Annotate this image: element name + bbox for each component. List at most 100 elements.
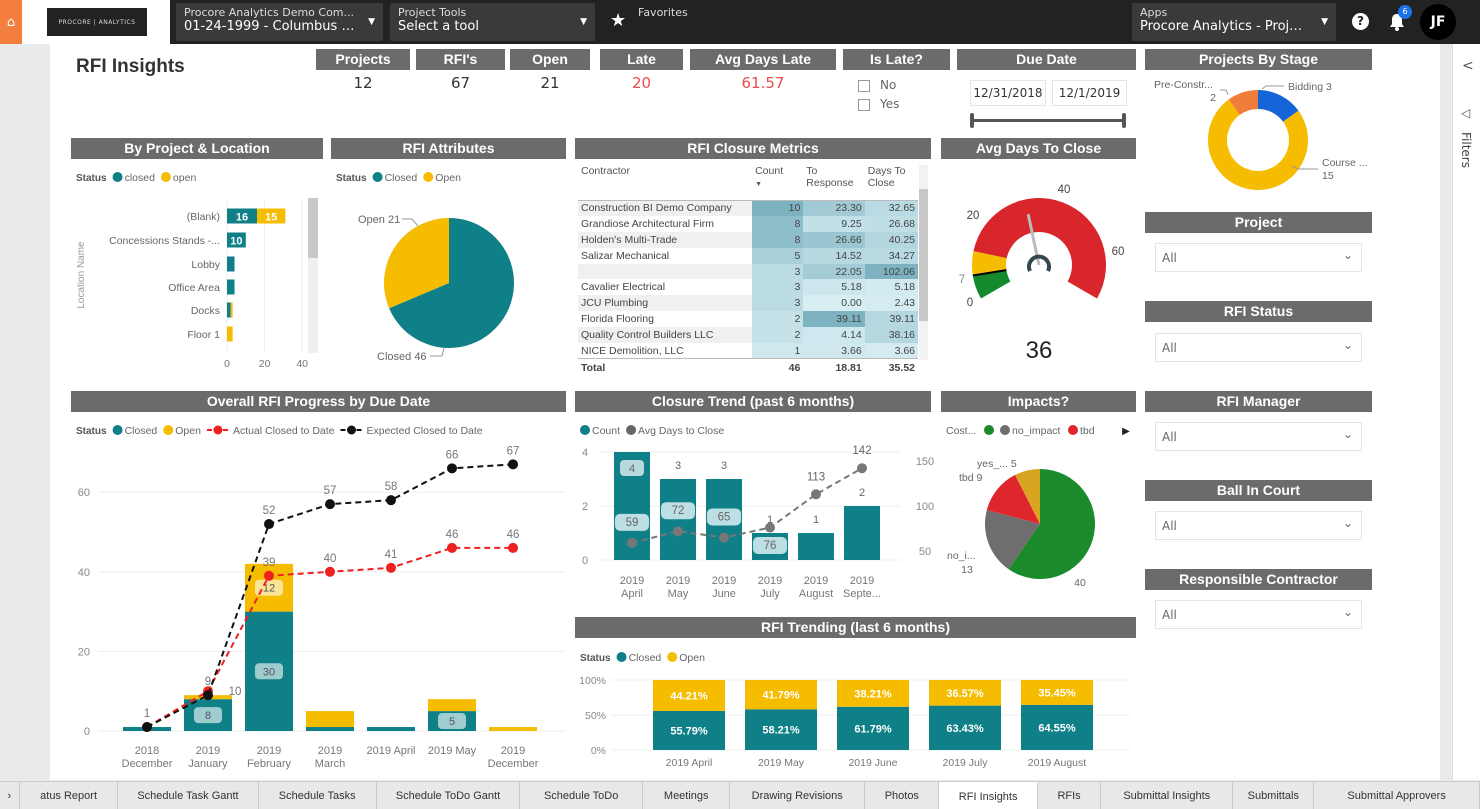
unit: % <box>1066 687 1076 699</box>
slicer-value: All <box>1162 608 1177 622</box>
tab-meetings[interactable]: Meetings <box>643 782 731 809</box>
column-header[interactable]: Count ▼ <box>752 162 804 201</box>
table-cell: 3 <box>752 295 804 312</box>
table-cell: Florida Flooring <box>581 313 654 326</box>
tab-schedule-tasks[interactable]: Schedule Tasks <box>259 782 377 809</box>
company-project-dropdown[interactable]: Procore Analytics Demo Com... 01-24-1999… <box>176 3 383 41</box>
date-slider-end-handle[interactable] <box>1122 113 1126 128</box>
tab-submittal-insights[interactable]: Submittal Insights <box>1101 782 1234 809</box>
rfi-manager-slicer-dropdown[interactable]: All ⌄ <box>1155 422 1362 451</box>
label-name: Bidding <box>1288 81 1323 93</box>
table-cell: NICE Demolition, LLC <box>581 344 684 357</box>
collapse-pane-icon[interactable]: < <box>1462 58 1474 74</box>
tab-rfi-insights[interactable]: RFI Insights <box>939 782 1038 809</box>
tab-schedule-todo[interactable]: Schedule ToDo <box>520 782 644 809</box>
y-tick-label: 50% <box>585 710 606 722</box>
tab-scroll-left[interactable]: › <box>0 782 20 809</box>
table-row[interactable]: Salizar Mechanical 5 14.52 34.27 <box>578 247 918 264</box>
table-row[interactable]: JCU Plumbing 3 0.00 2.43 <box>578 295 918 312</box>
tab-photos[interactable]: Photos <box>865 782 940 809</box>
filters-pane[interactable]: < ◁ Filters <box>1452 44 1480 780</box>
tab-submittal-approvers[interactable]: Submittal Approvers <box>1314 782 1480 809</box>
bar-data-label: 38.21% <box>854 688 892 700</box>
table-cell: 2 <box>752 311 804 328</box>
tab-rfis[interactable]: RFIs <box>1038 782 1102 809</box>
column-header[interactable]: Contractor <box>578 162 753 201</box>
y2-tick-label: 100 <box>916 501 934 513</box>
tab-schedule-task-gantt[interactable]: Schedule Task Gantt <box>118 782 259 809</box>
tab-drawing-revisions[interactable]: Drawing Revisions <box>730 782 866 809</box>
is-late-no-checkbox[interactable]: No <box>858 78 896 92</box>
data-label-bg <box>438 713 466 730</box>
slicer-value: All <box>1162 251 1177 265</box>
bar-data-label: 36.57% <box>946 688 984 700</box>
slicer-value: All <box>1162 519 1177 533</box>
favorites-link[interactable]: Favorites <box>638 6 688 19</box>
table-cell: 8 <box>752 215 804 232</box>
table-cell: 23.30 <box>803 200 865 216</box>
bar-segment <box>227 279 235 295</box>
help-icon[interactable]: ? <box>1352 13 1369 30</box>
y2-tick-label: 50 <box>919 546 931 558</box>
table-row[interactable]: NICE Demolition, LLC 1 3.66 3.66 <box>578 343 918 359</box>
sort-desc-icon: ▼ <box>755 181 763 188</box>
chevron-down-icon: ⌄ <box>1342 605 1353 619</box>
unit: % <box>1066 722 1076 734</box>
tab-submittals[interactable]: Submittals <box>1233 782 1315 809</box>
project-slicer-dropdown[interactable]: All ⌄ <box>1155 243 1362 272</box>
date-range-slider-track[interactable] <box>972 119 1124 122</box>
table-row[interactable]: Construction BI Demo Company 10 23.30 32.65 <box>578 200 918 216</box>
legend-marker <box>1000 425 1010 435</box>
checkbox-icon <box>858 79 870 92</box>
pie-data-label: 13 <box>961 564 973 576</box>
rfi-status-slicer-dropdown[interactable]: All ⌄ <box>1155 333 1362 362</box>
x-tick-label: December <box>122 758 173 770</box>
is-late-yes-checkbox[interactable]: Yes <box>858 97 899 111</box>
kpi-avg-days-late-value: 61.57 <box>741 74 785 92</box>
star-icon[interactable]: ★ <box>610 10 627 31</box>
y2-tick-label: 150 <box>916 456 934 468</box>
kpi-open-value: 21 <box>540 74 560 92</box>
data-label-bg <box>194 707 222 724</box>
table-cell: 34.27 <box>864 247 918 264</box>
date-slider-start-handle[interactable] <box>970 113 974 128</box>
closure-metrics-title: RFI Closure Metrics <box>575 138 931 159</box>
legend-marker <box>626 425 637 435</box>
scrollbar-thumb[interactable] <box>919 189 928 321</box>
project-tools-dropdown[interactable]: Project Tools Select a tool ▼ <box>390 3 595 41</box>
line-point <box>325 499 335 510</box>
column-header[interactable]: Days To Close <box>864 162 918 201</box>
legend-marker <box>347 425 356 435</box>
value: 35.45 <box>1038 687 1066 699</box>
legend-label: Closed <box>629 652 662 664</box>
ball-in-court-slicer-dropdown[interactable]: All ⌄ <box>1155 511 1362 540</box>
value: 44.21 <box>670 690 698 702</box>
x-tick-label: 2019 <box>758 575 782 587</box>
apps-dropdown[interactable]: Apps Procore Analytics - Projec... ▼ <box>1132 3 1336 41</box>
table-row[interactable]: Holden's Multi-Trade 8 26.66 40.25 <box>578 231 918 248</box>
tab-atus-report[interactable]: atus Report <box>20 782 119 809</box>
column-header[interactable]: To Response <box>803 162 865 201</box>
table-row[interactable]: 3 22.05 102.06 <box>578 263 918 280</box>
table-row[interactable]: Quality Control Builders LLC 2 4.14 38.16 <box>578 327 918 344</box>
table-row[interactable]: Cavalier Electrical 3 5.18 5.18 <box>578 279 918 296</box>
tab-schedule-todo-gantt[interactable]: Schedule ToDo Gantt <box>377 782 520 809</box>
table-cell: 26.66 <box>803 231 865 248</box>
due-date-start-input[interactable]: 12/31/2018 <box>970 80 1046 106</box>
rfi-attributes-title: RFI Attributes <box>331 138 566 159</box>
bar-closed <box>1021 704 1093 750</box>
line-point <box>142 722 152 733</box>
table-row[interactable]: Florida Flooring 2 39.11 39.11 <box>578 311 918 328</box>
table-row[interactable]: Grandiose Architectural Firm 8 9.25 26.68 <box>578 215 918 232</box>
home-button[interactable]: ⌂ <box>0 0 22 44</box>
table-scrollbar[interactable] <box>919 165 928 360</box>
table-cell: 3 <box>752 263 804 280</box>
category-label: (Blank) <box>187 211 220 223</box>
slicer-value: All <box>1162 341 1177 355</box>
due-date-end-input[interactable]: 12/1/2019 <box>1052 80 1127 106</box>
user-avatar[interactable]: JF <box>1420 4 1456 40</box>
x-tick-label: December <box>488 758 539 770</box>
responsible-contractor-slicer-dropdown[interactable]: All ⌄ <box>1155 600 1362 629</box>
donut-data-label: 2 <box>1210 92 1216 104</box>
x-tick-label: 40 <box>296 358 308 370</box>
